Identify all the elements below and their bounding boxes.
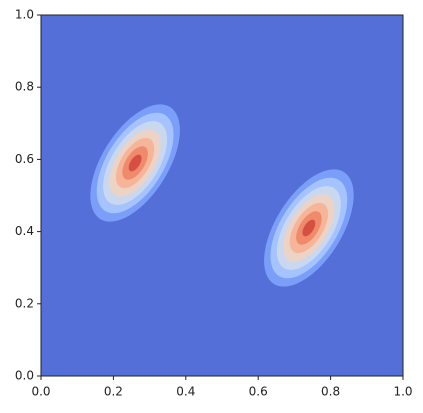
contour-level <box>128 154 142 172</box>
contour-level <box>302 219 316 237</box>
x-tick-label: 1.0 <box>393 385 412 399</box>
y-tick-label: 0.0 <box>15 369 34 383</box>
plot-frame <box>40 14 404 377</box>
x-tick-label: 0.6 <box>249 385 268 399</box>
x-tick-label: 0.0 <box>31 385 50 399</box>
y-tick-label: 0.2 <box>15 296 34 310</box>
y-tick-label: 0.4 <box>15 224 34 238</box>
contours <box>90 104 354 287</box>
x-tick-label: 0.4 <box>176 385 195 399</box>
x-tick-label: 0.8 <box>321 385 340 399</box>
y-tick-label: 1.0 <box>15 8 34 22</box>
y-tick-label: 0.6 <box>15 152 34 166</box>
x-tick-label: 0.2 <box>104 385 123 399</box>
y-tick-label: 0.8 <box>15 80 34 94</box>
